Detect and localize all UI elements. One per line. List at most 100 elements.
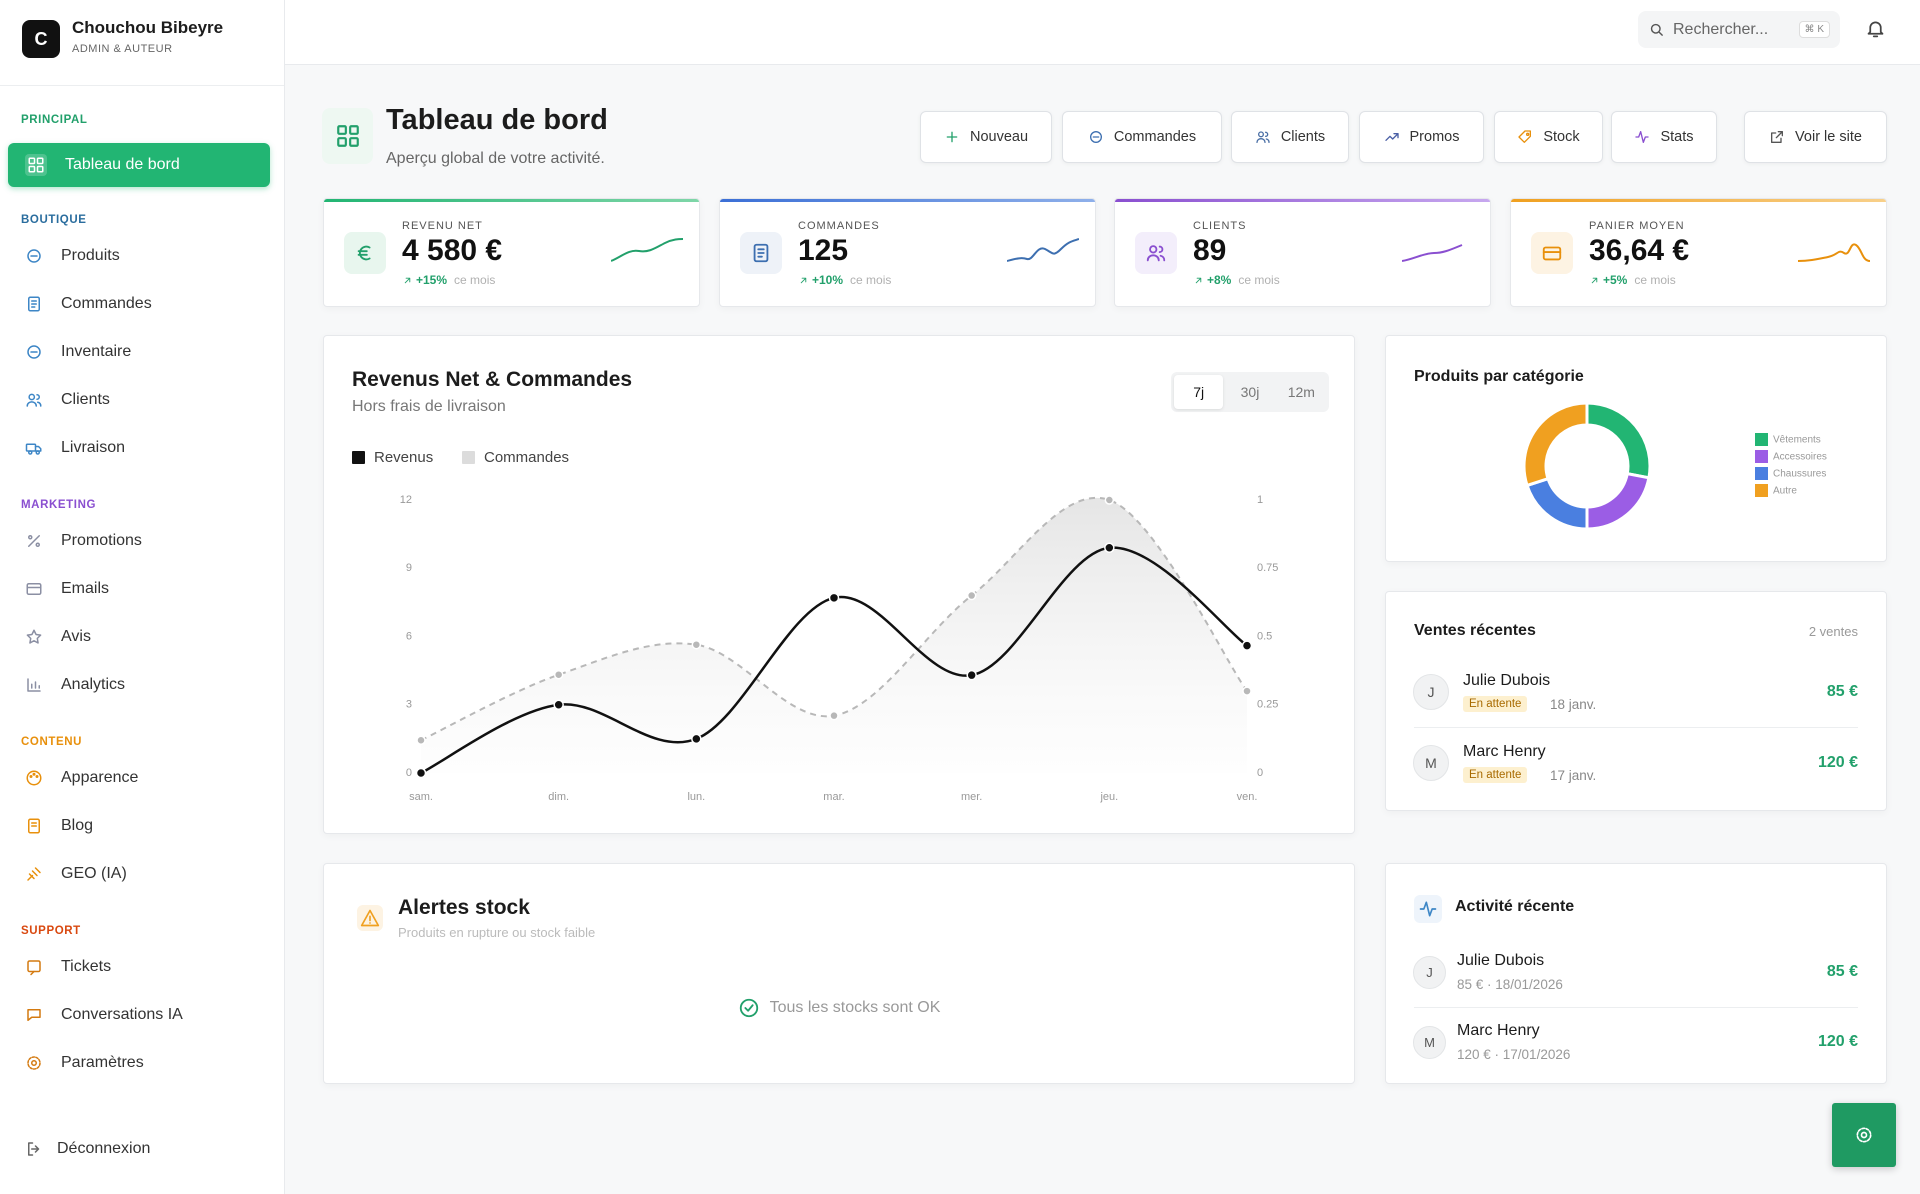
donut-chart: Vêtements Accessoires Chaussures Autre bbox=[1522, 401, 1827, 531]
icon-shape bbox=[26, 401, 37, 407]
x-tick-label: jeu. bbox=[1099, 791, 1118, 803]
sidebar-nav: PRINCIPAL Tableau de bord BOUTIQUE Produits… bbox=[0, 87, 284, 1087]
nav-label: Analytics bbox=[61, 676, 126, 693]
icon-shape bbox=[36, 394, 42, 407]
kpi-sparkline bbox=[1006, 235, 1080, 270]
data-point bbox=[553, 699, 564, 710]
action-button[interactable]: Voir le site bbox=[1744, 111, 1887, 163]
nav-item[interactable]: Apparence bbox=[0, 754, 284, 802]
data-point bbox=[1242, 686, 1252, 696]
nav-item[interactable]: Livraison bbox=[0, 424, 284, 472]
logout-icon bbox=[25, 1140, 43, 1158]
kpi-label: PANIER MOYEN bbox=[1589, 220, 1685, 232]
icon-shape bbox=[27, 1056, 41, 1070]
icon bbox=[1771, 131, 1784, 143]
icon-shape bbox=[1771, 131, 1784, 143]
action-button[interactable]: Stats bbox=[1611, 111, 1717, 163]
nav-item[interactable]: Avis bbox=[0, 613, 284, 661]
x-tick-label: ven. bbox=[1237, 791, 1258, 803]
nav-item[interactable]: Commandes bbox=[0, 280, 284, 328]
range-tabs: 7j 30j 12m bbox=[1171, 372, 1329, 412]
customer-name: Julie Dubois bbox=[1463, 672, 1551, 689]
icon bbox=[1542, 246, 1562, 261]
kpi-period: ce mois bbox=[850, 273, 892, 287]
range-tab[interactable]: 30j bbox=[1240, 384, 1260, 400]
page-subtitle: Aperçu global de votre activité. bbox=[386, 150, 605, 167]
search-box[interactable]: Rechercher... ⌘ K bbox=[1638, 11, 1840, 48]
action-button[interactable]: Commandes bbox=[1062, 111, 1222, 163]
action-icon bbox=[1384, 129, 1400, 145]
nav-label: Clients bbox=[61, 391, 110, 408]
icon-shape bbox=[1542, 246, 1562, 261]
nav-item[interactable]: Emails bbox=[0, 565, 284, 613]
legend-label: Chaussures bbox=[1773, 469, 1826, 480]
icon bbox=[946, 131, 958, 143]
chart-panel: Revenus Net & Commandes Hors frais de liv… bbox=[323, 335, 1355, 834]
legend-swatch bbox=[462, 451, 475, 464]
nav-icon bbox=[25, 769, 43, 787]
nav-item[interactable]: Blog bbox=[0, 802, 284, 850]
chart-title: Revenus Net & Commandes bbox=[352, 368, 633, 391]
nav-label: Emails bbox=[61, 580, 110, 597]
logout[interactable]: Déconnexion bbox=[25, 1140, 150, 1158]
nav-icon bbox=[25, 958, 43, 976]
icon-shape bbox=[28, 818, 40, 834]
search-shortcut: ⌘ K bbox=[1798, 21, 1830, 38]
stock-alerts-panel: Alertes stock Produits en rupture ou stoc… bbox=[323, 863, 1355, 1084]
action-label: Promos bbox=[1409, 129, 1460, 145]
kpi-delta-row: +10% ce mois bbox=[798, 273, 891, 287]
icon-shape bbox=[1257, 131, 1264, 138]
range-tab[interactable]: 7j bbox=[1174, 375, 1224, 409]
icon-shape bbox=[30, 970, 35, 976]
sparkline bbox=[1006, 238, 1080, 262]
sparkline bbox=[1401, 244, 1463, 262]
nav-item[interactable]: Analytics bbox=[0, 661, 284, 709]
sparkline-path bbox=[1401, 244, 1463, 262]
nav-section-label: MARKETING bbox=[21, 499, 97, 511]
icon-shape bbox=[32, 772, 36, 776]
x-tick-label: dim. bbox=[548, 791, 569, 803]
action-button[interactable]: Nouveau bbox=[920, 111, 1052, 163]
nav-section-label: CONTENU bbox=[21, 736, 83, 748]
icon-shape bbox=[29, 775, 33, 778]
kpi-delta-icon bbox=[402, 275, 413, 286]
floating-button[interactable] bbox=[1832, 1103, 1896, 1167]
nav-label: Avis bbox=[61, 628, 91, 645]
kpi-delta-icon bbox=[798, 275, 809, 286]
y-tick-label: 3 bbox=[406, 699, 412, 711]
nav-item[interactable]: Tickets bbox=[0, 943, 284, 991]
icon-shape bbox=[28, 535, 40, 547]
nav-icon bbox=[25, 247, 43, 265]
kpi-delta-row: +5% ce mois bbox=[1589, 273, 1676, 287]
legend-swatch bbox=[1755, 433, 1768, 446]
search-icon bbox=[1648, 21, 1665, 38]
action-button[interactable]: Stock bbox=[1494, 111, 1603, 163]
nav-label: Livraison bbox=[61, 439, 126, 456]
nav-label: Promotions bbox=[61, 532, 142, 549]
nav-item[interactable]: Promotions bbox=[0, 517, 284, 565]
icon-shape bbox=[757, 248, 765, 258]
panel-title: Activité récente bbox=[1455, 898, 1575, 915]
action-button[interactable]: Promos bbox=[1359, 111, 1484, 163]
divider bbox=[1414, 727, 1858, 728]
stock-ok-label: Tous les stocks sont OK bbox=[769, 999, 941, 1016]
nav-item[interactable]: Paramètres bbox=[0, 1039, 284, 1087]
icon bbox=[25, 443, 42, 455]
kpi-icon bbox=[740, 232, 782, 274]
nav-item[interactable]: Conversations IA bbox=[0, 991, 284, 1039]
panel-title: Alertes stock bbox=[398, 896, 530, 919]
action-label: Clients bbox=[1280, 129, 1326, 145]
notifications[interactable] bbox=[1865, 18, 1886, 39]
nav-item[interactable]: Inventaire bbox=[0, 328, 284, 376]
nav-item[interactable]: Clients bbox=[0, 376, 284, 424]
nav-item[interactable]: Produits bbox=[0, 232, 284, 280]
nav-item[interactable]: GEO (IA) bbox=[0, 850, 284, 898]
series-line bbox=[420, 496, 1248, 742]
nav-item[interactable]: Tableau de bord bbox=[8, 143, 270, 187]
x-tick-label: lun. bbox=[687, 791, 705, 803]
activity-amount: 120 € bbox=[1817, 1033, 1858, 1050]
range-tab[interactable]: 12m bbox=[1287, 384, 1315, 400]
brand-logo: C bbox=[22, 20, 60, 58]
action-button[interactable]: Clients bbox=[1231, 111, 1349, 163]
